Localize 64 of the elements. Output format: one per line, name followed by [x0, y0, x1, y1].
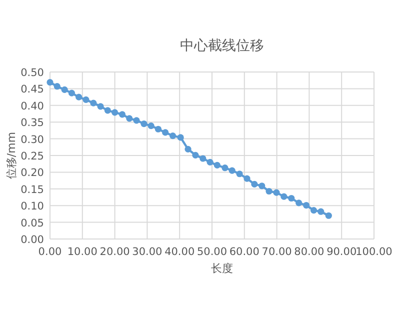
point — [251, 180, 258, 188]
point — [169, 132, 176, 140]
y-tick-label: 0.45 — [20, 84, 44, 96]
point — [177, 134, 184, 141]
x-tick-label: 20.00 — [100, 246, 130, 258]
point — [325, 212, 332, 219]
x-tick-label: 0.00 — [38, 246, 62, 258]
point — [126, 115, 133, 122]
y-tick-label: 0.20 — [20, 167, 44, 180]
point — [302, 202, 310, 209]
point — [97, 103, 104, 110]
point — [76, 94, 82, 100]
y-tick-label: 0.40 — [20, 100, 44, 112]
x-tick-label: 90.00 — [326, 246, 357, 258]
point — [244, 175, 250, 182]
x-tick-label: 50.00 — [196, 246, 228, 258]
x-tick-label: 40.00 — [164, 246, 195, 258]
y-tick-label: 0.10 — [20, 200, 44, 213]
x-tick-label: 80.00 — [294, 246, 324, 258]
point — [140, 120, 148, 128]
point — [228, 167, 236, 174]
y-tick-label: 0.25 — [20, 150, 44, 162]
point — [236, 170, 243, 178]
point — [162, 129, 169, 136]
point — [61, 86, 68, 93]
point — [296, 200, 302, 206]
point — [318, 208, 324, 215]
point — [266, 188, 272, 195]
chart-title: 中心截线位移 — [180, 38, 264, 54]
point — [154, 126, 162, 132]
point — [112, 109, 118, 116]
point — [133, 117, 140, 124]
point — [148, 122, 154, 130]
point — [192, 152, 199, 158]
point — [68, 90, 76, 96]
point — [54, 83, 60, 90]
point — [90, 100, 97, 106]
y-tick-label: 0.00 — [20, 234, 44, 246]
point — [184, 146, 192, 152]
y-tick-label: 0.15 — [20, 184, 44, 196]
point — [214, 162, 220, 168]
point — [82, 96, 90, 104]
point — [222, 164, 228, 172]
y-tick-label: 0.05 — [20, 217, 44, 230]
point — [118, 111, 126, 118]
x-tick-label: 70.00 — [262, 246, 292, 258]
point — [310, 206, 318, 214]
y-tick-label: 0.35 — [20, 117, 44, 130]
x-tick-label: 10.00 — [67, 246, 98, 258]
point — [273, 189, 280, 196]
point — [280, 193, 288, 200]
x-axis-title: 长度 — [211, 262, 233, 275]
point — [288, 194, 295, 202]
x-tick-label: 60.00 — [229, 246, 260, 258]
point — [258, 182, 266, 190]
point — [206, 158, 214, 166]
point — [46, 79, 54, 86]
x-tick-label: 30.00 — [132, 246, 162, 258]
y-axis-title: 位移/mm — [5, 132, 18, 180]
point — [104, 107, 111, 114]
point — [200, 155, 206, 162]
y-tick-label: 0.30 — [20, 134, 44, 146]
y-tick-label: 0.50 — [20, 67, 44, 79]
x-tick-label: 100.00 — [356, 246, 392, 258]
